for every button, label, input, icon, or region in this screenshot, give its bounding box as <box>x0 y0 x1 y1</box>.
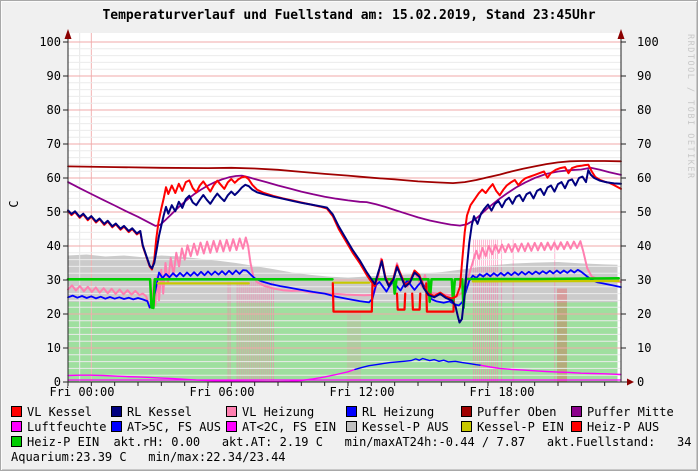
legend-swatch-vl-kessel <box>11 406 22 417</box>
y-axis-arrow-right <box>617 29 625 39</box>
legend-item-rl-heizung: RL Heizung <box>346 405 434 419</box>
y-tick-label-right: 40 <box>637 239 651 253</box>
y-tick-label-left: 100 <box>39 35 61 49</box>
legend-swatch-vl-heizung <box>226 406 237 417</box>
x-tick-label: Fri 18:00 <box>469 385 534 399</box>
legend-label: Puffer Oben <box>477 405 557 419</box>
legend-label: RL Heizung <box>362 405 435 419</box>
y-tick-label-right: 50 <box>637 205 651 219</box>
y-tick-label-right: 90 <box>637 69 651 83</box>
legend-swatch-heiz-p-aus <box>571 421 582 432</box>
legend-label: Heiz-P EIN <box>27 435 100 449</box>
y-tick-label-right: 30 <box>637 273 651 287</box>
legend-swatch-rl-heizung <box>346 406 357 417</box>
legend-swatch-kessel-p-aus <box>346 421 357 432</box>
legend-item-kessel-p-ein: Kessel-P EIN <box>461 420 564 434</box>
y-tick-label-right: 100 <box>637 35 659 49</box>
legend-swatch-puffer-oben <box>461 406 472 417</box>
legend-swatch-rl-kessel <box>111 406 122 417</box>
y-tick-label-left: 10 <box>47 341 61 355</box>
y-tick-label-left: 70 <box>47 137 61 151</box>
axis-labels: 0 0 10 10 20 20 30 30 40 40 50 50 60 60 70 70 80 80 90 90 10… <box>7 34 695 399</box>
legend-label: Kessel-P AUS <box>362 420 449 434</box>
legend-swatch-kessel-p-ein <box>461 421 472 432</box>
y-tick-label-right: 10 <box>637 341 651 355</box>
x-tick-label: Fri 06:00 <box>189 385 254 399</box>
legend-swatch-puffer-mitte <box>571 406 582 417</box>
legend-label: VL Heizung <box>242 405 315 419</box>
legend-item-luftfeuchte: Luftfeuchte <box>11 420 106 434</box>
status-values-text: akt.rH: 0.00 akt.AT: 2.19 C min/maxAT24h… <box>99 435 692 449</box>
series-at-5c-fs-aus-aussentemperatur <box>354 357 482 371</box>
y-tick-label-left: 50 <box>47 205 61 219</box>
series-puffer-oben <box>67 160 622 185</box>
y-tick-label-right: 0 <box>637 375 644 389</box>
y-tick-label-left: 30 <box>47 273 61 287</box>
legend-item-vl-kessel: VL Kessel <box>11 405 92 419</box>
legend-label: Kessel-P EIN <box>477 420 564 434</box>
legend-item-puffer-oben: Puffer Oben <box>461 405 556 419</box>
legend-row-1: VL Kessel RL Kessel VL Heizung RL Heizung Pu… <box>1 405 697 419</box>
legend-item-heiz-p-ein: Heiz-P EIN <box>11 435 99 449</box>
x-tick-label: Fri 00:00 <box>49 385 114 399</box>
legend-row-3: Heiz-P EIN akt.rH: 0.00 akt.AT: 2.19 C m… <box>1 435 697 449</box>
legend-row-2: Luftfeuchte AT>5C, FS AUS AT<2C, FS EIN Kes… <box>1 420 697 434</box>
legend-swatch-heiz-p-ein <box>11 436 22 447</box>
legend-item-heiz-p-aus: Heiz-P AUS <box>571 420 659 434</box>
series-rl-kessel <box>67 169 622 324</box>
series-rl-heizung <box>67 268 622 309</box>
series-at-2c-fs-ein-aussentemperatur <box>480 364 622 376</box>
aquarium-status-text: Aquarium:23.39 C min/max:22.34/23.44 <box>11 450 286 464</box>
y-axis-arrow-left <box>64 29 72 39</box>
watermark-text: RRDTOOL / TOBI OETIKER <box>685 34 695 180</box>
y-tick-label-right: 60 <box>637 171 651 185</box>
series-kessel-p-ein <box>156 279 620 285</box>
legend-swatch-luftfeuchte <box>11 421 22 432</box>
y-tick-label-left: 80 <box>47 103 61 117</box>
y-tick-label-left: 0 <box>54 375 61 389</box>
y-axis-unit-label: C <box>7 200 21 207</box>
legend-label: AT>5C, FS AUS <box>127 420 221 434</box>
series-puffer-mitte <box>67 166 622 227</box>
legend-item-at-2c-fs-ein: AT<2C, FS EIN <box>226 420 336 434</box>
axes <box>63 31 627 386</box>
series-at-2c-fs-ein-aussentemperatur <box>67 368 356 383</box>
legend-item-puffer-mitte: Puffer Mitte <box>571 405 674 419</box>
x-axis-arrow <box>627 378 634 386</box>
legend-row-4: Aquarium:23.39 C min/max:22.34/23.44 <box>1 450 697 464</box>
x-tick-label: Fri 12:00 <box>329 385 394 399</box>
legend-item-at-5c-fs-aus: AT>5C, FS AUS <box>111 420 221 434</box>
legend-label: Luftfeuchte <box>27 420 107 434</box>
legend-item-rl-kessel: RL Kessel <box>111 405 192 419</box>
legend-label: VL Kessel <box>27 405 93 419</box>
legend-item-kessel-p-aus: Kessel-P AUS <box>346 420 449 434</box>
y-tick-label-right: 80 <box>637 103 651 117</box>
legend-swatch-at-5c-fs-aus <box>111 421 122 432</box>
y-tick-label-left: 20 <box>47 307 61 321</box>
axis-arrows <box>64 29 634 386</box>
legend-label: Heiz-P AUS <box>587 420 660 434</box>
legend-swatch-at-2c-fs-ein <box>226 421 237 432</box>
grid <box>68 33 621 382</box>
legend-item-vl-heizung: VL Heizung <box>226 405 314 419</box>
y-tick-label-left: 40 <box>47 239 61 253</box>
chart-title: Temperaturverlauf und Fuellstand am: 15.… <box>102 8 596 23</box>
y-tick-label-left: 60 <box>47 171 61 185</box>
y-tick-label-right: 70 <box>637 137 651 151</box>
y-tick-label-left: 90 <box>47 69 61 83</box>
legend-label: RL Kessel <box>127 405 193 419</box>
y-tick-label-right: 20 <box>637 307 651 321</box>
temperature-chart-canvas: 0 0 10 10 20 20 30 30 40 40 50 50 60 60 70 70 80 80 90 90 10… <box>7 29 695 399</box>
legend-label: Puffer Mitte <box>587 405 674 419</box>
legend-label: AT<2C, FS EIN <box>242 420 336 434</box>
